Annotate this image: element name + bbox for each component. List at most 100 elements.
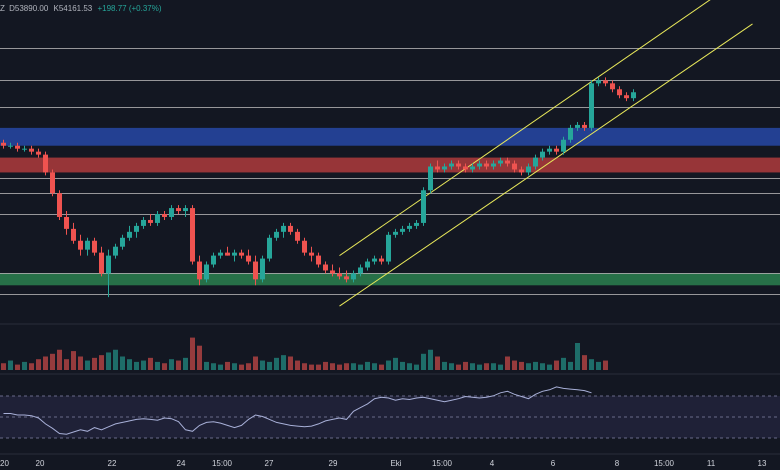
- candle: [624, 92, 629, 102]
- candle-body: [554, 148, 559, 152]
- candle: [484, 160, 489, 170]
- x-tick-label: 22: [108, 459, 117, 468]
- volume-bar: [358, 364, 363, 370]
- candle-body: [484, 163, 489, 167]
- candle-body: [281, 225, 286, 232]
- candle: [337, 267, 342, 280]
- candle-body: [568, 127, 573, 140]
- volume-bar: [449, 363, 454, 370]
- volume-bar: [414, 364, 419, 370]
- volume-bar: [582, 355, 587, 370]
- volume-bar: [498, 364, 503, 370]
- candle: [603, 77, 608, 87]
- volume-bar: [393, 357, 398, 370]
- volume-bar: [456, 364, 461, 370]
- candle: [407, 222, 412, 232]
- volume-bar: [407, 363, 412, 370]
- x-tick-label: 20: [36, 459, 45, 468]
- levels-layer: [0, 48, 780, 295]
- candle: [211, 252, 216, 268]
- volume-bar: [554, 360, 559, 370]
- candle-body: [148, 219, 153, 223]
- volume-bar: [197, 345, 202, 370]
- zone-red: [0, 157, 780, 173]
- volume-bar: [134, 361, 139, 370]
- candle-body: [379, 258, 384, 262]
- volume-bar: [505, 356, 510, 370]
- volume-bar: [435, 356, 440, 370]
- x-tick-label: 27: [265, 459, 274, 468]
- x-tick-label: 24: [177, 459, 186, 468]
- candle: [204, 261, 209, 283]
- volume-bar: [309, 364, 314, 370]
- candle-body: [442, 166, 447, 170]
- candle-body: [232, 252, 237, 256]
- candle: [22, 145, 27, 152]
- candle-body: [239, 252, 244, 256]
- volume-bar: [526, 363, 531, 370]
- candle: [64, 211, 69, 235]
- candle: [379, 255, 384, 265]
- candle: [547, 145, 552, 155]
- ohlc-prefix: Z: [0, 4, 5, 13]
- volume-bar: [575, 343, 580, 370]
- candle-body: [365, 261, 370, 268]
- volume-bar: [351, 363, 356, 370]
- volume-bar: [246, 363, 251, 370]
- volume-bar: [141, 360, 146, 370]
- candle: [519, 166, 524, 176]
- candle: [232, 249, 237, 262]
- candle-body: [120, 237, 125, 247]
- volume-bar: [519, 361, 524, 370]
- candle-body: [288, 225, 293, 232]
- candle-body: [15, 145, 20, 149]
- volume-bar: [8, 360, 13, 370]
- volume-bar: [85, 360, 90, 370]
- volume-bar: [155, 361, 160, 370]
- candle: [302, 237, 307, 256]
- candle: [309, 246, 314, 262]
- candle: [190, 205, 195, 265]
- volume-bar: [260, 360, 265, 370]
- volume-bar: [239, 364, 244, 370]
- candle-body: [428, 166, 433, 191]
- candle: [526, 163, 531, 176]
- candle-body: [64, 216, 69, 229]
- volume-bar: [547, 364, 552, 370]
- candle-body: [505, 160, 510, 164]
- candle-body: [358, 267, 363, 274]
- volume-bar: [218, 364, 223, 370]
- candle-body: [407, 225, 412, 229]
- volume-bar: [274, 357, 279, 370]
- x-tick-label: 29: [329, 459, 338, 468]
- volume-bar: [442, 361, 447, 370]
- x-tick-label: 13: [758, 459, 767, 468]
- candle: [428, 163, 433, 194]
- volume-bar: [267, 361, 272, 370]
- volume-bar: [379, 364, 384, 370]
- candle-body: [197, 261, 202, 280]
- candle: [148, 214, 153, 226]
- candle: [358, 264, 363, 277]
- candle-body: [526, 166, 531, 173]
- candle-body: [43, 154, 48, 173]
- volume-bar: [477, 364, 482, 370]
- candle-body: [435, 166, 440, 170]
- volume-bar: [113, 349, 118, 370]
- volume-bar: [106, 352, 111, 370]
- candle: [512, 160, 517, 173]
- candle: [330, 264, 335, 277]
- candle: [267, 234, 272, 262]
- candle-body: [449, 163, 454, 167]
- candle: [36, 148, 41, 158]
- volume-bar: [232, 363, 237, 370]
- candle-body: [190, 208, 195, 262]
- candle-body: [596, 80, 601, 84]
- candle-body: [225, 252, 230, 256]
- candle: [218, 249, 223, 259]
- candle-body: [176, 208, 181, 212]
- candle: [113, 243, 118, 259]
- candle: [295, 228, 300, 244]
- candle-body: [589, 83, 594, 128]
- candle-body: [603, 80, 608, 84]
